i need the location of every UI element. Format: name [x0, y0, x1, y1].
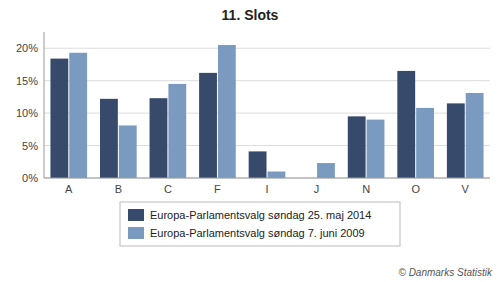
bar	[466, 93, 484, 178]
x-tick-label: V	[462, 183, 470, 195]
x-tick-label: B	[115, 183, 122, 195]
x-tick-label: A	[65, 183, 73, 195]
bar	[416, 108, 434, 178]
x-tick-label: N	[362, 183, 370, 195]
x-tick-label: O	[411, 183, 420, 195]
y-tick-label: 0%	[22, 172, 38, 184]
bar	[249, 151, 267, 178]
bars	[50, 45, 483, 178]
y-tick-label: 15%	[16, 75, 38, 87]
y-tick-label: 5%	[22, 140, 38, 152]
x-tick-label: I	[265, 183, 268, 195]
grid-line	[44, 48, 490, 49]
bar	[69, 53, 87, 178]
y-tick-label: 20%	[16, 42, 38, 54]
y-tick-label: 10%	[16, 107, 38, 119]
bar	[447, 103, 465, 178]
x-tick-label: J	[314, 183, 320, 195]
bar	[168, 84, 186, 178]
bar	[50, 59, 68, 178]
bar	[150, 98, 168, 178]
legend: Europa-Parlamentsvalg søndag 25. maj 201…	[120, 202, 400, 246]
legend-frame	[120, 202, 400, 246]
bar	[268, 172, 286, 178]
legend-label: Europa-Parlamentsvalg søndag 7. juni 200…	[150, 227, 365, 239]
grid-line	[44, 178, 490, 179]
chart: 11. Slots 0% 5% 10% 15% 20% A B C F I J N O V Europa-Pa…	[0, 0, 500, 282]
bar	[348, 116, 366, 178]
bar	[119, 125, 137, 178]
title: 11. Slots	[222, 7, 279, 23]
bar	[199, 73, 217, 178]
legend-label: Europa-Parlamentsvalg søndag 25. maj 201…	[150, 209, 371, 221]
bar	[397, 71, 415, 178]
grid-line	[44, 80, 490, 81]
x-tick-label: C	[164, 183, 172, 195]
y-axis-line	[44, 32, 45, 178]
legend-swatch	[128, 209, 144, 221]
bar	[367, 120, 385, 178]
bar	[218, 45, 236, 178]
x-axis-line	[44, 178, 490, 179]
legend-swatch	[128, 227, 144, 239]
bar	[100, 99, 118, 178]
x-tick-label: F	[214, 183, 221, 195]
bar	[317, 163, 335, 178]
annotation: © Danmarks Statistik	[398, 267, 493, 278]
